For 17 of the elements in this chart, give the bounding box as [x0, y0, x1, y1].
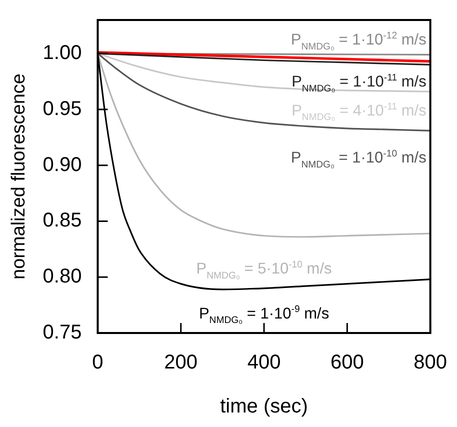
line-series [98, 52, 430, 92]
y-tick-label: 0.90 [42, 154, 82, 176]
y-tick-label: 0.80 [42, 266, 82, 288]
line-series [98, 51, 430, 63]
x-tick-label: 400 [247, 352, 281, 374]
y-tick-label: 0.95 [42, 98, 82, 120]
y-tick-label: 0.75 [42, 322, 82, 344]
x-tick-label: 800 [414, 352, 448, 374]
y-tick-label: 0.85 [42, 210, 82, 232]
x-tick-label: 200 [164, 352, 198, 374]
x-axis-title: time (sec) [220, 396, 308, 418]
y-tick-label: 1.00 [42, 42, 82, 64]
y-axis-title: normalized fluorescence [8, 74, 30, 280]
line-series [98, 52, 430, 132]
x-tick-label: 0 [92, 352, 104, 374]
x-tick-label: 600 [330, 352, 364, 374]
line-series [98, 52, 430, 238]
